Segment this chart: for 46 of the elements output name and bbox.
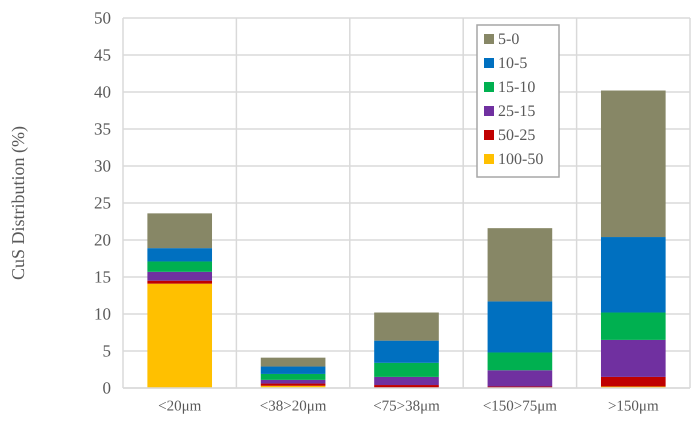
legend-label: 10-5	[498, 55, 528, 72]
y-axis-title: CuS Distribution (%)	[8, 126, 28, 280]
y-tick-label: 35	[94, 119, 111, 138]
bar	[147, 280, 212, 284]
bar	[147, 248, 212, 262]
y-tick-label: 5	[102, 341, 111, 360]
bar	[488, 370, 552, 387]
bar	[260, 380, 326, 384]
bar	[374, 312, 439, 341]
bar	[374, 340, 439, 363]
bar	[600, 312, 666, 340]
x-tick-label: >150μm	[608, 398, 659, 415]
bar	[147, 284, 212, 388]
bar	[600, 376, 666, 387]
bar	[147, 213, 212, 248]
bar	[600, 340, 666, 377]
legend-label: 100-50	[498, 151, 544, 168]
bar	[600, 237, 666, 313]
bar	[488, 228, 552, 302]
x-tick-label: <20μm	[158, 398, 202, 415]
bar	[374, 362, 439, 377]
bar	[488, 301, 552, 352]
bar	[147, 261, 212, 272]
x-tick-label: <75>38μm	[373, 398, 440, 415]
x-tick-label: <38>20μm	[260, 398, 327, 415]
bar	[260, 358, 326, 367]
y-tick-label: 20	[94, 230, 111, 250]
y-tick-label: 15	[94, 267, 111, 286]
x-tick-label: <150>75μm	[482, 398, 558, 415]
y-tick-label: 30	[94, 156, 111, 176]
legend-label: 25-15	[498, 103, 536, 120]
y-tick-label: 10	[94, 304, 111, 324]
y-tick-label: 40	[94, 82, 111, 102]
bar	[260, 366, 326, 374]
legend-label: 5-0	[498, 31, 520, 48]
bar	[600, 90, 666, 238]
bar	[260, 374, 326, 380]
bar	[374, 376, 439, 386]
y-tick-label: 50	[94, 8, 111, 28]
bar	[147, 272, 212, 281]
legend-label: 50-25	[498, 127, 536, 144]
legend-label: 15-10	[498, 79, 536, 96]
bar	[488, 352, 552, 370]
y-tick-label: 0	[102, 378, 111, 398]
y-tick-label: 45	[94, 45, 111, 64]
y-tick-label: 25	[94, 193, 111, 212]
